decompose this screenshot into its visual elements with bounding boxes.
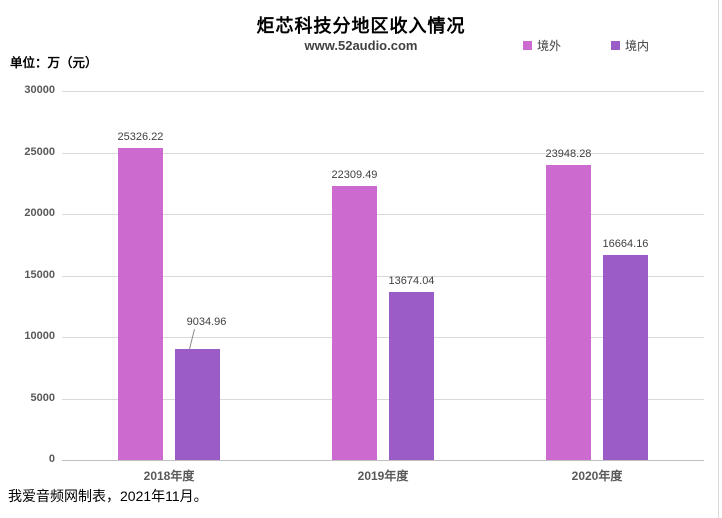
bar-value-label: 23948.28 xyxy=(545,148,592,161)
y-tick-label: 20000 xyxy=(24,207,55,219)
x-axis-line xyxy=(62,460,704,461)
category-label: 2019年度 xyxy=(357,469,409,483)
category-label: 2020年度 xyxy=(571,469,623,483)
bar-jingwai xyxy=(546,165,591,460)
legend-item-jingwai: 境外 xyxy=(523,37,561,54)
bar-jingwai xyxy=(332,185,377,460)
bar-jingnei xyxy=(603,255,648,460)
chart-right-border xyxy=(718,0,719,518)
unit-label: 单位：万（元） xyxy=(10,56,98,70)
chart-title: 炬芯科技分地区收入情况 xyxy=(256,16,466,36)
legend-label-jingnei: 境内 xyxy=(625,39,650,53)
y-tick-label: 15000 xyxy=(24,269,55,281)
y-tick-label: 30000 xyxy=(24,84,55,96)
gridline xyxy=(62,214,704,215)
legend-swatch-jingwai xyxy=(523,41,532,50)
gridline xyxy=(62,91,704,92)
gridline xyxy=(62,153,704,154)
bar-value-label: 9034.96 xyxy=(186,315,227,328)
bar-jingnei xyxy=(175,348,220,460)
bar-value-label: 13674.04 xyxy=(388,274,435,287)
gridline xyxy=(62,337,704,338)
bar-value-label: 25326.22 xyxy=(117,131,164,144)
y-tick-label: 0 xyxy=(48,453,55,465)
legend: 境外 境内 xyxy=(0,37,722,53)
gridline xyxy=(62,276,704,277)
bar-jingwai xyxy=(118,148,163,460)
bar-jingnei xyxy=(389,291,434,460)
bar-value-label: 16664.16 xyxy=(602,238,649,251)
legend-item-jingnei: 境内 xyxy=(611,37,649,54)
footer-note: 我爱音频网制表，2021年11月。 xyxy=(8,488,208,504)
gridline xyxy=(62,399,704,400)
y-tick-label: 10000 xyxy=(24,330,55,342)
legend-swatch-jingnei xyxy=(611,41,620,50)
y-tick-label: 5000 xyxy=(30,392,55,404)
category-label: 2018年度 xyxy=(143,469,195,483)
bar-value-label: 22309.49 xyxy=(331,168,378,181)
chart-subtitle: www.52audio.com xyxy=(304,38,418,53)
legend-label-jingwai: 境外 xyxy=(537,39,562,53)
label-leader-line xyxy=(188,328,195,350)
y-tick-label: 25000 xyxy=(24,146,55,158)
